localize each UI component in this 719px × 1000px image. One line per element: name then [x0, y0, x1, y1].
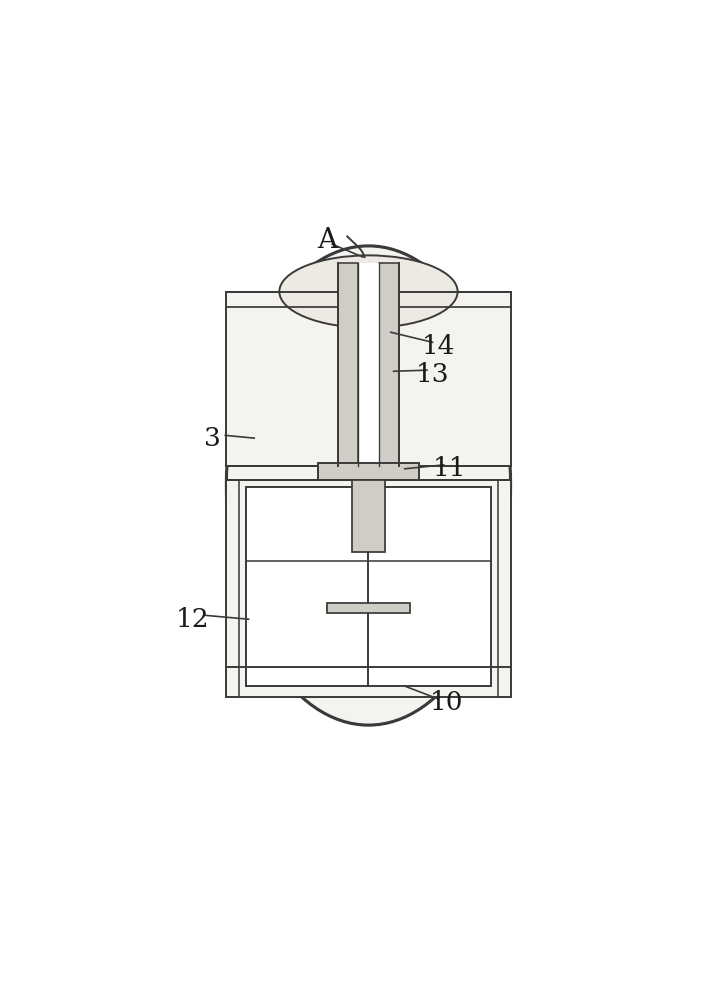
- Text: A: A: [316, 227, 336, 254]
- Text: 14: 14: [421, 334, 455, 359]
- Bar: [359, 263, 378, 466]
- Ellipse shape: [226, 246, 510, 725]
- Bar: [378, 263, 398, 466]
- Bar: [246, 487, 491, 686]
- Text: 12: 12: [176, 607, 210, 632]
- Text: 10: 10: [430, 690, 463, 715]
- Text: 3: 3: [204, 426, 221, 451]
- Bar: [326, 603, 411, 613]
- Text: 13: 13: [416, 362, 449, 387]
- Bar: [319, 463, 418, 480]
- Bar: [226, 292, 510, 466]
- Bar: [226, 480, 510, 697]
- Bar: [352, 480, 385, 552]
- Bar: [339, 263, 359, 466]
- Ellipse shape: [279, 255, 458, 328]
- Text: 11: 11: [433, 456, 466, 481]
